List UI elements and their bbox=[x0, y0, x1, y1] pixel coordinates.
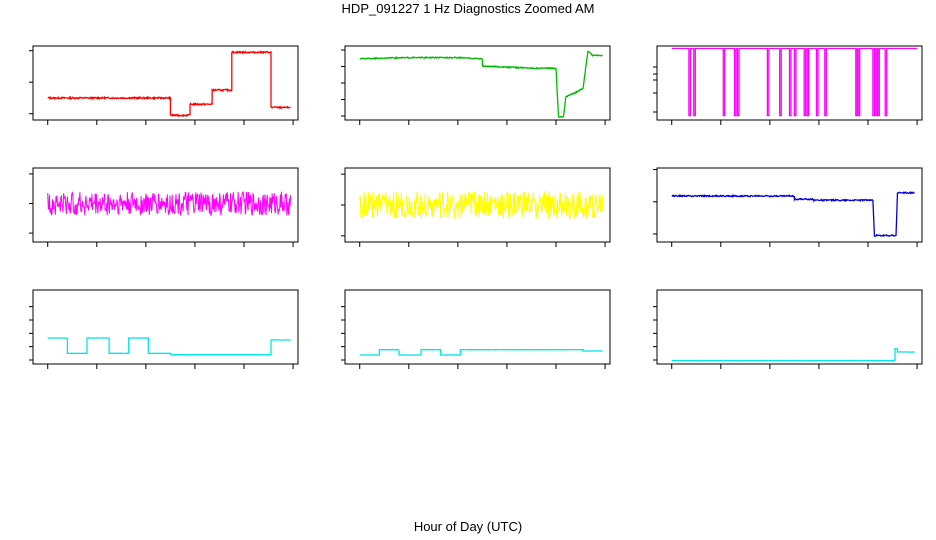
panel-7 bbox=[29, 289, 299, 369]
plot-frame bbox=[32, 167, 299, 243]
plot-frame bbox=[656, 45, 923, 121]
series-line bbox=[47, 191, 292, 217]
plot-frame bbox=[344, 289, 611, 365]
panel-1 bbox=[29, 45, 299, 125]
panel-4 bbox=[29, 167, 299, 247]
plot-frame bbox=[32, 289, 299, 365]
plot-frame bbox=[344, 167, 611, 243]
series-line bbox=[671, 47, 918, 117]
series-line bbox=[671, 191, 915, 237]
panel-6 bbox=[653, 167, 923, 247]
series-line bbox=[671, 347, 915, 362]
figure-title: HDP_091227 1 Hz Diagnostics Zoomed AM bbox=[342, 1, 595, 16]
panel-3 bbox=[653, 45, 923, 125]
series-line bbox=[359, 190, 604, 220]
panel-5 bbox=[341, 167, 611, 247]
plot-frame bbox=[656, 289, 923, 365]
panels bbox=[29, 45, 923, 369]
plot-frame bbox=[344, 45, 611, 121]
series-line bbox=[47, 337, 291, 356]
panel-2 bbox=[341, 45, 611, 125]
plot-frame bbox=[32, 45, 299, 121]
panel-8 bbox=[341, 289, 611, 369]
plot-frame bbox=[656, 167, 923, 243]
series-line bbox=[359, 348, 603, 357]
figure-xlabel: Hour of Day (UTC) bbox=[414, 519, 522, 534]
series-line bbox=[47, 49, 291, 118]
panel-9 bbox=[653, 289, 923, 369]
series-line bbox=[359, 50, 603, 119]
